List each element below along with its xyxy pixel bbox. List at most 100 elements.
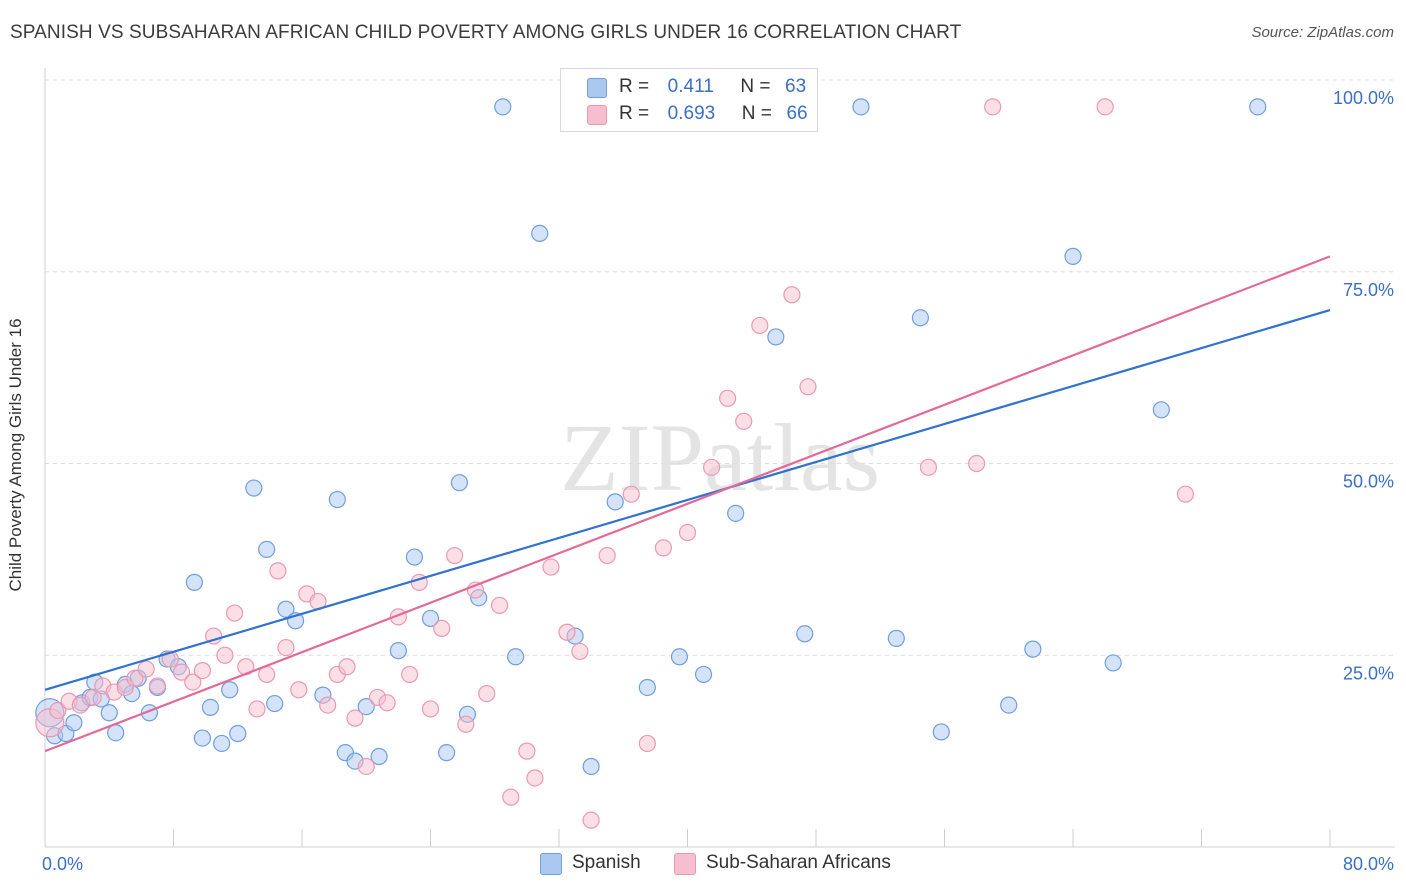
african-point — [84, 688, 102, 707]
african-trend-line — [44, 255, 1331, 753]
spanish-point — [582, 757, 600, 776]
spanish-point — [437, 744, 456, 762]
african-point — [290, 681, 308, 699]
african-point — [1096, 98, 1114, 116]
african-point — [799, 378, 817, 396]
spanish-point — [727, 504, 745, 522]
spanish-trend-line — [44, 309, 1331, 691]
african-point — [502, 788, 520, 806]
spanish-point — [328, 490, 346, 509]
spanish-point — [421, 609, 440, 628]
african-point — [137, 660, 155, 678]
r-label: R = — [619, 76, 650, 97]
spanish-point — [932, 723, 950, 741]
n-label: N = — [740, 76, 771, 97]
spanish-point — [694, 665, 713, 684]
african-point — [702, 458, 721, 476]
african-point — [1176, 485, 1195, 503]
spanish-point — [100, 704, 118, 722]
spanish-point — [531, 224, 549, 242]
african-point — [338, 658, 356, 676]
watermark: ZIPatlas — [560, 404, 880, 511]
african-point — [401, 665, 419, 684]
y-tick-label: 50.0% — [1343, 472, 1394, 492]
african-point — [571, 642, 589, 661]
african-point — [319, 696, 337, 714]
gridlines — [45, 79, 1395, 656]
trend-lines — [44, 255, 1331, 753]
spanish-point — [65, 714, 83, 732]
y-tick-label: 100.0% — [1333, 88, 1394, 108]
spanish-point — [450, 474, 469, 492]
spanish-point — [357, 698, 375, 716]
african-point — [582, 811, 600, 829]
african-point — [735, 412, 753, 430]
r-label: R = — [619, 103, 650, 124]
spanish-point — [201, 698, 220, 717]
spanish-point — [606, 493, 624, 511]
african-point — [193, 661, 212, 680]
spanish-point — [370, 747, 388, 766]
african-r-value: 0.693 — [667, 103, 716, 124]
spanish-point — [852, 98, 870, 116]
african-point — [269, 562, 287, 580]
correlation-legend: R = 0.411 N = 63 R = 0.693 N = 66 — [560, 68, 818, 132]
spanish-point — [389, 642, 407, 660]
african-point — [49, 701, 67, 720]
african-point — [172, 663, 191, 681]
y-tick-label: 25.0% — [1343, 663, 1394, 683]
spanish-swatch — [587, 78, 607, 98]
african-point — [161, 650, 179, 668]
african-point — [654, 539, 673, 557]
chart-title: SPANISH VS SUBSAHARAN AFRICAN CHILD POVE… — [10, 22, 962, 43]
spanish-point — [213, 734, 231, 753]
african-point — [751, 316, 769, 335]
african-point — [783, 286, 801, 304]
african-point — [719, 389, 737, 407]
african-point — [638, 734, 656, 753]
african-point — [968, 454, 986, 473]
spanish-point — [1104, 654, 1122, 672]
spanish-point — [1000, 696, 1018, 714]
spanish-point — [1064, 247, 1082, 266]
series-african — [35, 98, 1195, 829]
african-point — [421, 700, 440, 718]
spanish-point — [221, 681, 239, 699]
spanish-point — [405, 548, 424, 566]
african-point — [445, 546, 464, 565]
african-point — [378, 694, 396, 712]
spanish-n-value: 63 — [785, 76, 807, 97]
african-point — [357, 757, 375, 776]
spanish-point — [507, 648, 525, 666]
african-point — [148, 677, 167, 695]
african-point — [598, 546, 616, 565]
spanish-point — [1024, 640, 1042, 658]
spanish-point — [185, 573, 203, 591]
spanish-point — [1152, 401, 1170, 419]
spanish-point — [638, 678, 656, 697]
african-point — [518, 742, 536, 760]
african-point — [984, 98, 1002, 116]
x-tick-labels: 0.0% 80.0% — [42, 854, 1394, 874]
spanish-point — [767, 328, 785, 346]
spanish-point — [670, 648, 689, 666]
spanish-point — [887, 629, 905, 647]
spanish-legend-label: Spanish — [572, 852, 641, 873]
african-point — [277, 638, 295, 657]
african-point — [478, 684, 496, 703]
african-point — [457, 715, 475, 733]
african-point — [622, 485, 640, 503]
y-tick-labels: 25.0% 50.0% 75.0% 100.0% — [1333, 88, 1394, 683]
spanish-point — [229, 724, 247, 743]
african-point — [919, 458, 938, 476]
spanish-point — [277, 600, 295, 618]
african-legend-label: Sub-Saharan Africans — [706, 852, 891, 873]
african-point — [558, 623, 576, 641]
x-tick-label-min: 0.0% — [42, 854, 83, 874]
african-point — [490, 596, 509, 614]
african-point — [248, 700, 266, 718]
spanish-point — [1249, 98, 1267, 116]
spanish-legend-swatch — [540, 853, 562, 875]
african-point — [346, 709, 364, 727]
african-legend-swatch — [674, 853, 696, 875]
